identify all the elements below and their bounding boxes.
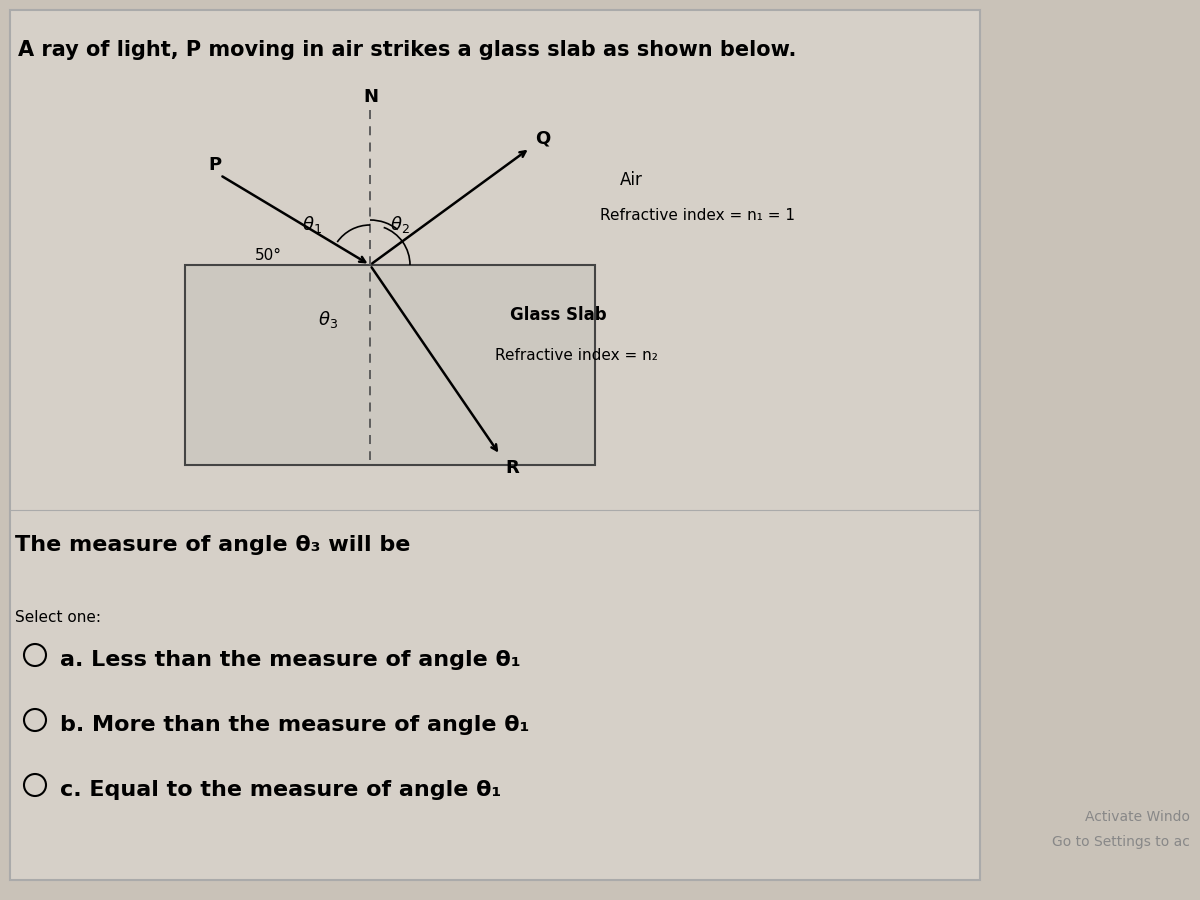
- Text: a. Less than the measure of angle θ₁: a. Less than the measure of angle θ₁: [60, 650, 521, 670]
- Text: $\theta_1$: $\theta_1$: [302, 214, 322, 235]
- Text: Air: Air: [620, 171, 643, 189]
- Text: Q: Q: [535, 129, 551, 147]
- Text: b. More than the measure of angle θ₁: b. More than the measure of angle θ₁: [60, 715, 529, 735]
- Text: A ray of light, P moving in air strikes a glass slab as shown below.: A ray of light, P moving in air strikes …: [18, 40, 797, 60]
- Text: R: R: [505, 459, 518, 477]
- Text: Select one:: Select one:: [14, 610, 101, 625]
- Text: P: P: [208, 156, 221, 174]
- Text: Go to Settings to ac: Go to Settings to ac: [1052, 835, 1190, 849]
- Text: $\theta_3$: $\theta_3$: [318, 309, 338, 330]
- Text: Activate Windo: Activate Windo: [1085, 810, 1190, 824]
- FancyBboxPatch shape: [10, 10, 980, 880]
- Text: N: N: [364, 88, 378, 106]
- Text: Refractive index = n₁ = 1: Refractive index = n₁ = 1: [600, 208, 796, 223]
- Text: c. Equal to the measure of angle θ₁: c. Equal to the measure of angle θ₁: [60, 780, 502, 800]
- Text: Refractive index = n₂: Refractive index = n₂: [496, 348, 658, 363]
- Bar: [185, 265, 595, 465]
- Text: $\theta_2$: $\theta_2$: [390, 214, 409, 235]
- Text: 50°: 50°: [256, 248, 282, 263]
- Text: Glass Slab: Glass Slab: [510, 306, 607, 324]
- Text: The measure of angle θ₃ will be: The measure of angle θ₃ will be: [14, 535, 410, 555]
